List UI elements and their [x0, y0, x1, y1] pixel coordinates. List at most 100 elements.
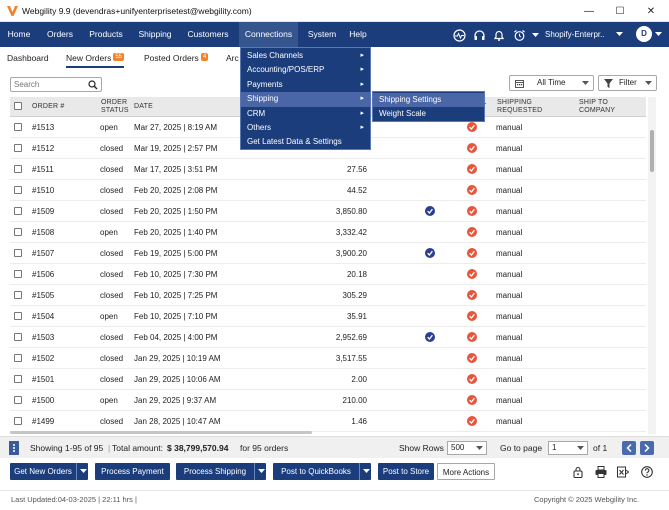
- nav-help[interactable]: Help: [349, 29, 367, 39]
- submenu-item-weight-scale[interactable]: Weight Scale: [379, 109, 426, 119]
- row-checkbox[interactable]: [14, 228, 22, 236]
- header-shipping-requested[interactable]: SHIPPING REQUESTED: [497, 99, 543, 114]
- table-row[interactable]: #1506 closed Feb 10, 2025 | 7:30 PM 20.18 ma…: [10, 264, 646, 285]
- table-row[interactable]: #1502 closed Jan 29, 2025 | 10:19 AM 3,517.…: [10, 348, 646, 369]
- order-number[interactable]: #1513: [32, 123, 55, 132]
- post-to-store-button[interactable]: Post to Store: [378, 463, 434, 480]
- order-number[interactable]: #1507: [32, 249, 55, 258]
- post-to-quickbooks-button[interactable]: Post to QuickBooks: [273, 463, 371, 480]
- row-checkbox[interactable]: [14, 207, 22, 215]
- menu-item-sales-channels[interactable]: Sales Channels ▸: [241, 49, 370, 63]
- alarm-clock-icon[interactable]: [511, 27, 527, 43]
- nav-products[interactable]: Products: [89, 29, 123, 39]
- get-new-orders-button[interactable]: Get New Orders: [10, 463, 88, 480]
- table-row[interactable]: #1508 open Feb 20, 2025 | 1:40 PM 3,332.42 m…: [10, 222, 646, 243]
- search-icon[interactable]: [88, 80, 98, 90]
- grip-dots-icon[interactable]: [9, 441, 19, 455]
- tab-dashboard[interactable]: Dashboard: [7, 53, 49, 63]
- maximize-button[interactable]: ☐: [615, 5, 625, 17]
- show-rows-select[interactable]: 500: [447, 441, 487, 455]
- table-row[interactable]: #1499 closed Jan 28, 2025 | 10:47 AM 1.46 ma…: [10, 411, 646, 432]
- select-all-checkbox[interactable]: [14, 102, 22, 110]
- help-icon[interactable]: [641, 466, 653, 478]
- search-input[interactable]: [11, 78, 87, 91]
- order-number[interactable]: #1508: [32, 228, 55, 237]
- row-checkbox[interactable]: [14, 270, 22, 278]
- activity-icon[interactable]: [451, 27, 467, 43]
- order-number[interactable]: #1500: [32, 396, 55, 405]
- row-checkbox[interactable]: [14, 123, 22, 131]
- header-ship-to-company[interactable]: SHIP TO COMPANY: [579, 99, 616, 114]
- table-row[interactable]: #1500 open Jan 29, 2025 | 9:37 AM 210.00 man…: [10, 390, 646, 411]
- user-avatar[interactable]: D: [636, 26, 652, 42]
- order-number[interactable]: #1512: [32, 144, 55, 153]
- printer-icon[interactable]: [595, 466, 607, 478]
- row-checkbox[interactable]: [14, 165, 22, 173]
- menu-item-others[interactable]: Others ▸: [241, 121, 370, 135]
- table-row[interactable]: #1501 closed Jan 29, 2025 | 10:06 AM 2.00 ma…: [10, 369, 646, 390]
- menu-item-accounting[interactable]: Accounting/POS/ERP ▸: [241, 63, 370, 77]
- tab-posted-orders[interactable]: Posted Orders 4: [144, 53, 209, 63]
- filter-button[interactable]: Filter: [598, 75, 657, 91]
- horizontal-scroll-thumb[interactable]: [10, 431, 312, 434]
- table-row[interactable]: #1505 closed Feb 10, 2025 | 7:25 PM 305.29 m…: [10, 285, 646, 306]
- post-to-quickbooks-dropdown[interactable]: [359, 463, 371, 480]
- date-filter-select[interactable]: All Time: [509, 75, 594, 91]
- order-number[interactable]: #1503: [32, 333, 55, 342]
- get-new-orders-dropdown[interactable]: [76, 463, 88, 480]
- vertical-scroll-thumb[interactable]: [650, 130, 654, 172]
- nav-orders[interactable]: Orders: [47, 29, 73, 39]
- more-actions-button[interactable]: More Actions: [437, 463, 495, 480]
- submenu-item-shipping-settings[interactable]: Shipping Settings: [373, 93, 484, 108]
- lock-print-icon[interactable]: [572, 466, 584, 478]
- vertical-scrollbar[interactable]: [648, 97, 656, 434]
- row-checkbox[interactable]: [14, 354, 22, 362]
- header-order-number[interactable]: ORDER #: [32, 103, 65, 110]
- bell-icon[interactable]: [491, 27, 507, 43]
- order-number[interactable]: #1510: [32, 186, 55, 195]
- menu-item-payments[interactable]: Payments ▸: [241, 78, 370, 92]
- row-checkbox[interactable]: [14, 144, 22, 152]
- alarm-dropdown-icon[interactable]: [527, 27, 543, 43]
- order-number[interactable]: #1511: [32, 165, 54, 174]
- order-number[interactable]: #1505: [32, 291, 55, 300]
- export-excel-icon[interactable]: [617, 466, 629, 478]
- table-row[interactable]: #1504 open Feb 10, 2025 | 7:10 PM 35.91 manu…: [10, 306, 646, 327]
- tab-archived[interactable]: Arc: [226, 53, 239, 63]
- menu-item-crm[interactable]: CRM ▸: [241, 107, 370, 121]
- store-selector[interactable]: Shopify-Enterpr..: [545, 27, 627, 42]
- order-number[interactable]: #1504: [32, 312, 55, 321]
- row-checkbox[interactable]: [14, 417, 22, 425]
- header-order-status[interactable]: ORDER STATUS: [101, 99, 129, 114]
- order-number[interactable]: #1501: [32, 375, 55, 384]
- nav-system[interactable]: System: [307, 29, 337, 39]
- nav-connections[interactable]: Connections: [239, 22, 298, 47]
- minimize-button[interactable]: —: [584, 5, 594, 17]
- tab-new-orders[interactable]: New Orders 55: [66, 53, 125, 68]
- order-number[interactable]: #1506: [32, 270, 55, 279]
- row-checkbox[interactable]: [14, 396, 22, 404]
- process-shipping-dropdown[interactable]: [254, 463, 266, 480]
- table-row[interactable]: #1507 closed Feb 19, 2025 | 5:00 PM 3,900.2…: [10, 243, 646, 264]
- nav-home[interactable]: Home: [7, 29, 31, 39]
- row-checkbox[interactable]: [14, 312, 22, 320]
- row-checkbox[interactable]: [14, 291, 22, 299]
- table-row[interactable]: #1503 closed Feb 04, 2025 | 4:00 PM 2,952.6…: [10, 327, 646, 348]
- process-shipping-button[interactable]: Process Shipping: [176, 463, 266, 480]
- table-row[interactable]: #1509 closed Feb 20, 2025 | 1:50 PM 3,850.8…: [10, 201, 646, 222]
- close-window-button[interactable]: ✕: [646, 5, 656, 17]
- nav-shipping[interactable]: Shipping: [138, 29, 172, 39]
- menu-item-get-latest-data[interactable]: Get Latest Data & Settings: [247, 137, 342, 147]
- nav-customers[interactable]: Customers: [187, 29, 229, 39]
- menu-item-shipping[interactable]: Shipping ▸: [241, 92, 370, 107]
- table-row[interactable]: #1512 closed Mar 19, 2025 | 2:57 PM manual: [10, 138, 646, 159]
- row-checkbox[interactable]: [14, 375, 22, 383]
- order-number[interactable]: #1499: [32, 417, 55, 426]
- order-number[interactable]: #1502: [32, 354, 55, 363]
- header-date[interactable]: DATE: [134, 103, 153, 110]
- avatar-dropdown-icon[interactable]: [655, 32, 662, 37]
- row-checkbox[interactable]: [14, 186, 22, 194]
- page-number-select[interactable]: 1: [548, 441, 588, 455]
- process-payment-button[interactable]: Process Payment: [95, 463, 170, 480]
- row-checkbox[interactable]: [14, 333, 22, 341]
